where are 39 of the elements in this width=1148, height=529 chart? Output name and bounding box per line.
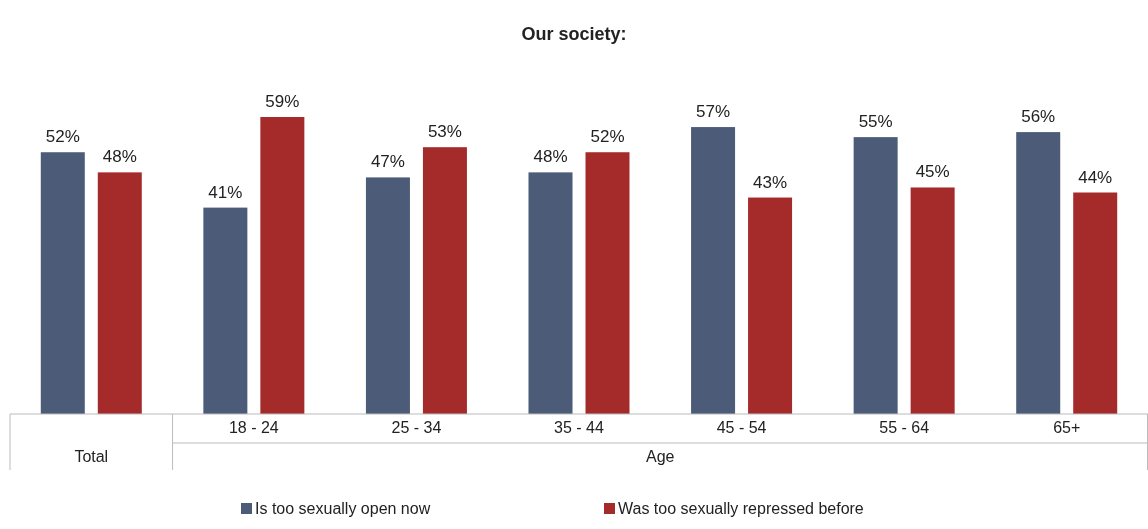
data-label: 57% — [696, 102, 731, 122]
bar — [691, 127, 736, 414]
x-axis-title: Age — [646, 448, 675, 465]
data-label: 41% — [208, 182, 243, 202]
bar — [1016, 132, 1061, 414]
legend-label: Is too sexually open now — [255, 500, 431, 517]
bar — [748, 197, 793, 414]
x-tick-label: 35 - 44 — [554, 419, 605, 436]
x-tick-label: Total — [74, 448, 109, 465]
bar — [203, 207, 248, 414]
bar — [585, 152, 630, 414]
bar — [910, 187, 955, 414]
chart-title: Our society: — [521, 24, 627, 44]
data-label: 44% — [1078, 167, 1113, 187]
data-label: 52% — [45, 127, 80, 147]
bar — [422, 147, 467, 414]
data-label: 56% — [1021, 107, 1056, 127]
data-label: 55% — [858, 112, 893, 132]
data-label: 47% — [370, 152, 405, 172]
data-label: 53% — [427, 122, 462, 142]
bar — [97, 172, 142, 414]
x-tick-label: 55 - 64 — [879, 419, 930, 436]
bar — [853, 137, 898, 414]
bar — [365, 177, 410, 414]
data-label: 52% — [590, 127, 625, 147]
data-label: 43% — [753, 172, 788, 192]
x-tick-label: 25 - 34 — [391, 419, 442, 436]
data-label: 45% — [915, 162, 950, 182]
legend-label: Was too sexually repressed before — [618, 500, 864, 517]
bar — [260, 117, 305, 414]
x-tick-label: 65+ — [1053, 419, 1081, 436]
bar — [528, 172, 573, 414]
data-label: 48% — [102, 147, 137, 167]
x-tick-label: 45 - 54 — [716, 419, 767, 436]
x-tick-label: 18 - 24 — [228, 419, 279, 436]
data-label: 48% — [533, 147, 568, 167]
bar — [40, 152, 85, 414]
bar — [1073, 192, 1118, 414]
data-label: 59% — [265, 92, 300, 111]
